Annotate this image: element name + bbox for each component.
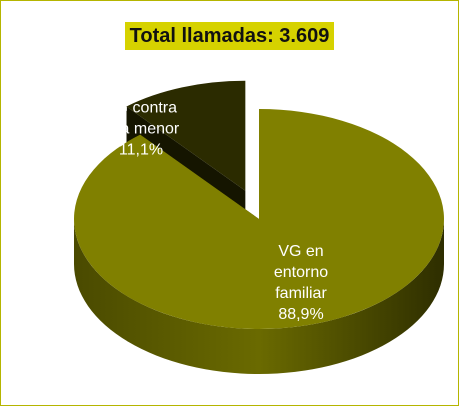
slice-label: VG contra una menor 11,1% [91, 98, 191, 161]
title-box: Total llamadas: 3.609 [1, 22, 458, 50]
slice-value-label: 11,1% [118, 141, 164, 159]
slice-value-label: 88,9% [278, 306, 324, 323]
chart-title: Total llamadas: 3.609 [124, 22, 335, 50]
slice [126, 80, 246, 191]
slice-label: VG en entorno familiar 88,9% [256, 241, 346, 325]
slice-side [74, 219, 444, 374]
slice [73, 109, 444, 329]
